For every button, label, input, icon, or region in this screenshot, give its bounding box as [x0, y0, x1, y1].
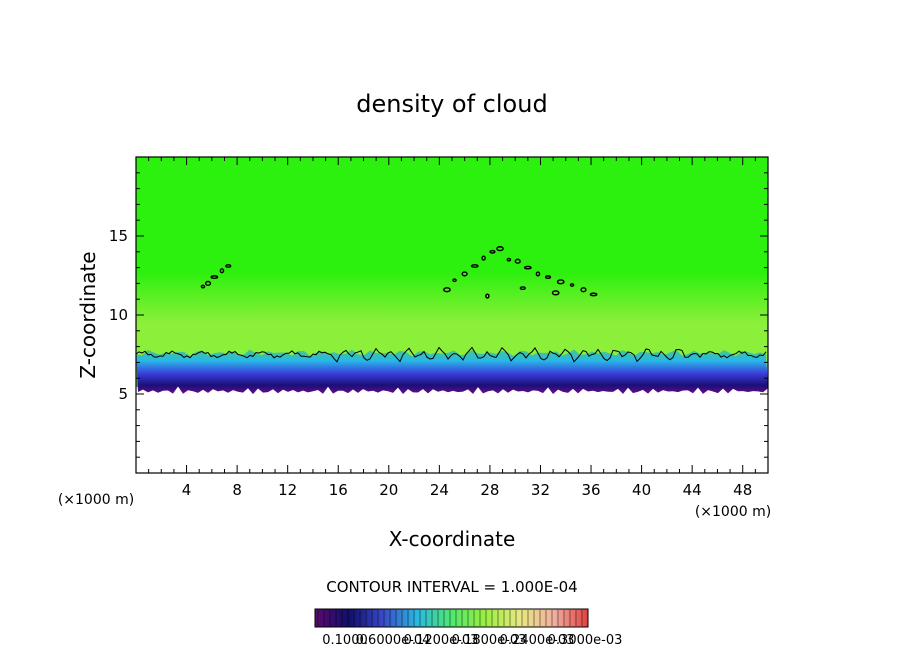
- cloud-edge-contour: [136, 346, 767, 363]
- y-unit-label: (×1000 m): [58, 492, 134, 508]
- x-tick-label: 24: [430, 481, 449, 499]
- cloud-contour-cells: [200, 246, 598, 299]
- x-tick-label: 36: [581, 481, 600, 499]
- cloud-field: [136, 157, 768, 387]
- cloud-edge-band: [136, 349, 768, 395]
- contour-cell: [523, 265, 532, 270]
- x-tick-label: 40: [632, 481, 651, 499]
- contour-cell: [204, 280, 212, 286]
- x-tick-label: 20: [379, 481, 398, 499]
- contour-cell: [519, 286, 526, 291]
- x-tick-label: 28: [480, 481, 499, 499]
- y-axis: 5 10 15: [109, 172, 768, 458]
- colorbar-label: 0.3000e-03: [548, 633, 623, 648]
- contour-cell: [481, 255, 486, 261]
- contour-cell: [580, 287, 587, 293]
- contour-cell: [485, 293, 490, 299]
- contour-cell: [489, 249, 496, 254]
- x-tick-label: 48: [733, 481, 752, 499]
- x-tick-label: 16: [329, 481, 348, 499]
- contour-cell: [200, 284, 206, 289]
- contour-cell: [470, 264, 479, 268]
- colorbar-label: 0.6000e-04: [356, 633, 431, 648]
- x-unit-label: (×1000 m): [695, 504, 771, 520]
- colorbar-stripes: [317, 610, 583, 626]
- colorbar-gradient: [314, 608, 589, 628]
- colorbar: 0.10000.6000e-040.1200e-030.1800e-030.24…: [314, 608, 622, 648]
- x-axis: 4 8 12 16 20 24 28 32 36 40 44 48: [148, 157, 756, 499]
- colorbar-labels: 0.10000.6000e-040.1200e-030.1800e-030.24…: [322, 633, 622, 648]
- y-tick-label: 10: [109, 306, 128, 324]
- colorbar-label: 0.1000: [322, 633, 368, 648]
- x-tick-label: 4: [182, 481, 192, 499]
- contour-cell: [210, 275, 219, 279]
- contour-cell: [225, 264, 232, 268]
- contour-cell: [535, 271, 541, 277]
- chart-title: density of cloud: [356, 90, 547, 118]
- contour-cell: [556, 279, 565, 285]
- contour-cell: [506, 257, 512, 262]
- x-tick-label: 12: [278, 481, 297, 499]
- plot-area: [135, 156, 769, 474]
- contour-cell: [219, 268, 225, 274]
- contour-cell: [544, 275, 552, 279]
- colorbar-label: 0.1200e-03: [404, 633, 479, 648]
- x-tick-label: 8: [232, 481, 242, 499]
- contour-cell: [443, 287, 451, 293]
- contour-cell: [569, 283, 575, 287]
- colorbar-label: 0.2400e-03: [500, 633, 575, 648]
- contour-cell: [461, 271, 468, 277]
- contour-interval-label: CONTOUR INTERVAL = 1.000E-04: [326, 578, 577, 596]
- x-axis-title: X-coordinate: [389, 527, 516, 551]
- contour-cell: [452, 278, 457, 283]
- contour-cell: [551, 290, 560, 296]
- contour-cell: [589, 292, 598, 297]
- x-tick-label: 32: [531, 481, 550, 499]
- y-axis-title: Z-coordinate: [76, 251, 100, 378]
- y-tick-label: 15: [109, 227, 128, 245]
- x-tick-label: 44: [683, 481, 702, 499]
- contour-cell: [514, 258, 521, 264]
- y-tick-label: 5: [118, 385, 128, 403]
- colorbar-label: 0.1800e-03: [452, 633, 527, 648]
- contour-cell: [496, 246, 504, 252]
